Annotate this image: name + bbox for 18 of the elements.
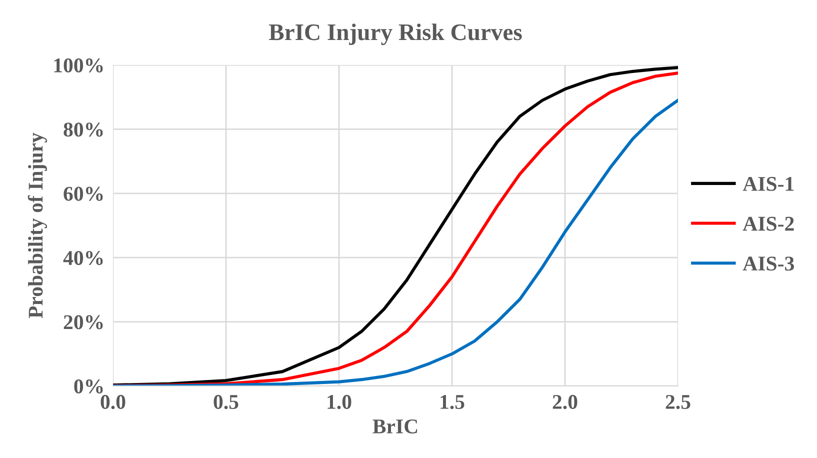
y-tick-label: 80% — [64, 122, 103, 137]
legend-label: AIS-3 — [742, 256, 794, 271]
x-tick-label: 0.5 — [214, 394, 238, 410]
y-tick-label: 100% — [54, 58, 103, 72]
x-tick-label: 1.5 — [440, 395, 464, 410]
chart-title: BrIC Injury Risk Curves — [268, 24, 522, 46]
y-tick-label: 20% — [64, 315, 103, 330]
y-tick-label: 40% — [63, 250, 103, 266]
y-tick-label: 60% — [64, 186, 103, 201]
y-axis-title: Probability of Injury — [28, 132, 48, 318]
x-tick-label: 2.0 — [552, 394, 578, 410]
x-axis-title: BrIC — [372, 419, 418, 434]
x-tick-label: 2.5 — [666, 394, 690, 410]
legend-label: AIS-2 — [742, 216, 794, 231]
x-tick-label: 1.0 — [328, 394, 352, 410]
legend-label: AIS-1 — [742, 176, 794, 191]
x-tick-label: 0.0 — [100, 394, 126, 410]
y-tick-label: 0% — [74, 379, 103, 394]
